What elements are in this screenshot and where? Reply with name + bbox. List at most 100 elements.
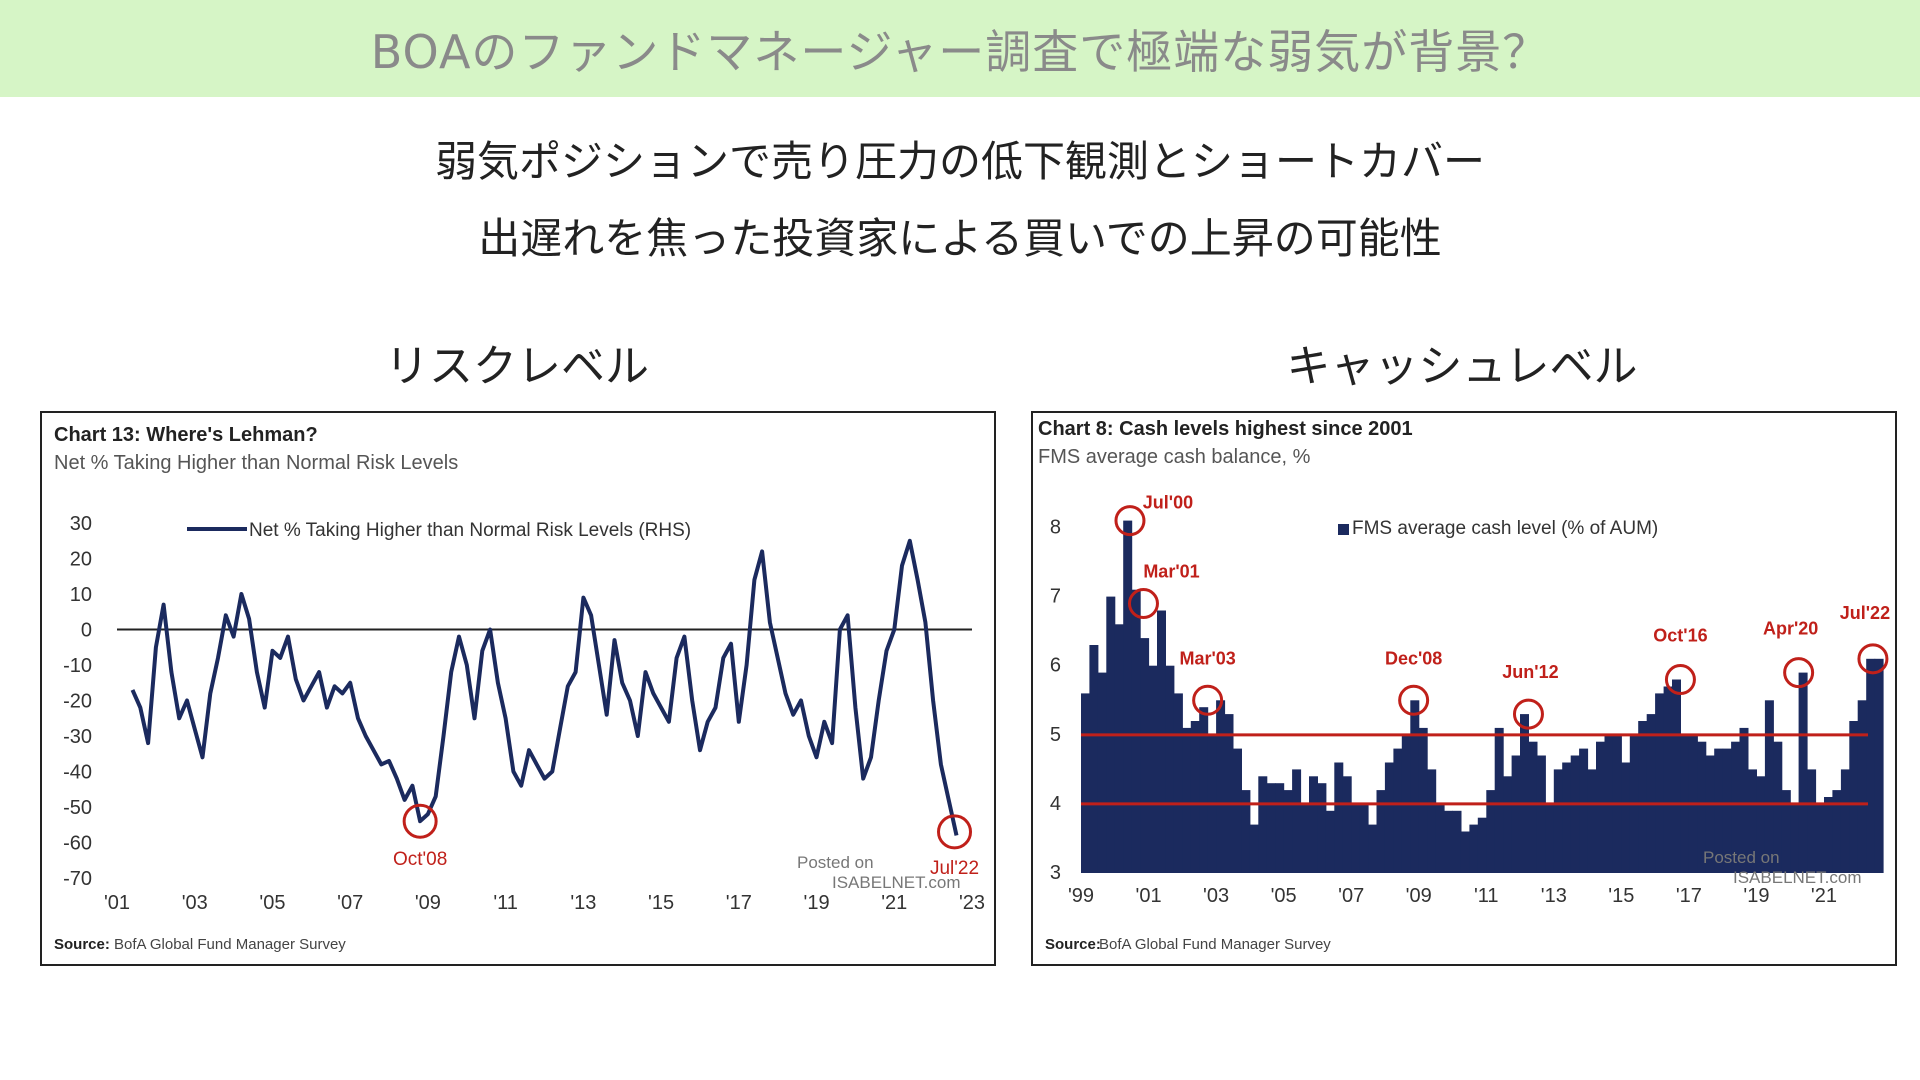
cash-bar <box>1249 824 1259 873</box>
risk-chart-svg: Chart 13: Where's Lehman? Net % Taking H… <box>54 424 985 953</box>
cash-bar <box>1764 700 1774 873</box>
cash-x-tick-label: '21 <box>1811 885 1837 907</box>
risk-annotation-circle <box>402 803 438 839</box>
cash-bar <box>1157 610 1166 873</box>
cash-annotation-label: Mar'03 <box>1179 648 1235 668</box>
cash-bar <box>1798 672 1808 873</box>
cash-legend-swatch <box>1338 524 1349 535</box>
cash-bar <box>1165 665 1175 873</box>
cash-bar <box>1511 755 1521 873</box>
cash-bar <box>1241 790 1251 873</box>
risk-watermark-posted: Posted on <box>797 853 874 872</box>
cash-bar <box>1452 810 1462 873</box>
risk-x-tick-label: '21 <box>881 892 907 914</box>
risk-annotation-circle <box>937 814 973 850</box>
cash-bar <box>1140 638 1150 873</box>
cash-bar <box>1714 748 1724 873</box>
cash-source-label: Source: <box>1045 936 1101 953</box>
cash-level-chart: Chart 8: Cash levels highest since 2001 … <box>1031 411 1897 966</box>
risk-legend-label: Net % Taking Higher than Normal Risk Lev… <box>249 520 691 541</box>
cash-bar <box>1866 658 1876 873</box>
cash-bar <box>1317 783 1327 873</box>
cash-y-tick-label: 4 <box>1050 793 1061 815</box>
cash-bar <box>1655 693 1665 873</box>
cash-bar <box>1224 714 1234 873</box>
risk-y-tick-label: -30 <box>63 726 92 748</box>
cash-bar <box>1849 721 1859 873</box>
cash-bar <box>1292 769 1302 873</box>
cash-bar <box>1486 790 1496 873</box>
cash-bar <box>1824 797 1833 873</box>
risk-x-tick-label: '17 <box>726 892 752 914</box>
cash-annotation-label: Jul'22 <box>1840 603 1890 623</box>
cash-bar <box>1646 714 1656 873</box>
risk-y-tick-label: 30 <box>70 513 92 535</box>
cash-legend: FMS average cash level (% of AUM) <box>1338 518 1658 539</box>
cash-x-tick-label: '19 <box>1743 885 1769 907</box>
risk-chart-subtitle: Net % Taking Higher than Normal Risk Lev… <box>54 452 458 474</box>
cash-bar <box>1596 741 1605 873</box>
cash-bar <box>1410 700 1420 873</box>
risk-x-tick-label: '03 <box>182 892 208 914</box>
cash-bar <box>1874 658 1884 873</box>
cash-annotation-circle <box>1192 684 1224 716</box>
risk-y-tick-label: 20 <box>70 549 92 571</box>
cash-bar <box>1857 700 1867 873</box>
risk-level-chart: Chart 13: Where's Lehman? Net % Taking H… <box>40 411 996 966</box>
cash-bar <box>1781 790 1791 873</box>
cash-bar <box>1376 790 1386 873</box>
cash-bar <box>1815 803 1825 873</box>
cash-source: BofA Global Fund Manager Survey <box>1099 936 1331 953</box>
cash-bar <box>1587 769 1597 873</box>
cash-bar <box>1131 589 1141 873</box>
cash-chart-subtitle: FMS average cash balance, % <box>1038 446 1311 468</box>
cash-bar <box>1840 769 1850 873</box>
risk-y-tick-label: -20 <box>63 691 92 713</box>
risk-chart-title: Chart 13: Where's Lehman? <box>54 424 318 446</box>
cash-y-tick-label: 3 <box>1050 862 1061 884</box>
cash-bar <box>1089 645 1099 873</box>
cash-legend-label: FMS average cash level (% of AUM) <box>1352 518 1658 539</box>
risk-x-tick-label: '19 <box>804 892 830 914</box>
risk-x-tick-label: '01 <box>104 892 130 914</box>
cash-y-tick-label: 8 <box>1050 517 1061 539</box>
cash-watermark-posted: Posted on <box>1703 848 1780 867</box>
title-banner: BOAのファンドマネージャー調査で極端な弱気が背景？ <box>0 0 1920 97</box>
cash-x-tick-label: '07 <box>1338 885 1364 907</box>
cash-bar <box>1427 769 1437 873</box>
cash-bar <box>1807 769 1817 873</box>
cash-annotation-circle <box>1398 684 1430 716</box>
risk-annotation-label: Jul'22 <box>930 858 979 879</box>
cash-bar <box>1182 727 1192 873</box>
cash-bar <box>1503 776 1513 873</box>
cash-bar <box>1520 714 1529 873</box>
cash-bar <box>1528 741 1538 873</box>
risk-source: BofA Global Fund Manager Survey <box>114 936 346 953</box>
cash-bar <box>1444 810 1453 873</box>
cash-annotation-circle <box>1783 657 1815 689</box>
cash-watermark-site: ISABELNET.com <box>1733 868 1862 887</box>
risk-y-tick-label: -70 <box>63 868 92 890</box>
cash-bar <box>1756 776 1766 873</box>
cash-bar <box>1325 810 1335 873</box>
cash-x-tick-label: '09 <box>1406 885 1432 907</box>
cash-chart-svg: Chart 8: Cash levels highest since 2001 … <box>1038 418 1890 953</box>
cash-annotation-label: Apr'20 <box>1763 619 1818 639</box>
cash-y-tick-label: 6 <box>1050 655 1061 677</box>
cash-bar <box>1705 755 1715 873</box>
cash-bar <box>1790 803 1800 873</box>
cash-bar <box>1579 748 1589 873</box>
cash-bar <box>1731 741 1741 873</box>
risk-y-tick-label: -60 <box>63 833 92 855</box>
cash-bar <box>1384 762 1394 873</box>
cash-bar <box>1123 520 1133 873</box>
cash-bar <box>1435 803 1445 873</box>
cash-bar <box>1494 727 1504 873</box>
cash-bar <box>1663 686 1673 873</box>
cash-bar <box>1275 783 1285 873</box>
cash-bar <box>1570 755 1580 873</box>
cash-annotation-label: Oct'16 <box>1653 626 1707 646</box>
cash-bar <box>1477 817 1487 873</box>
cash-x-tick-label: '05 <box>1271 885 1297 907</box>
cash-bar <box>1359 803 1369 873</box>
